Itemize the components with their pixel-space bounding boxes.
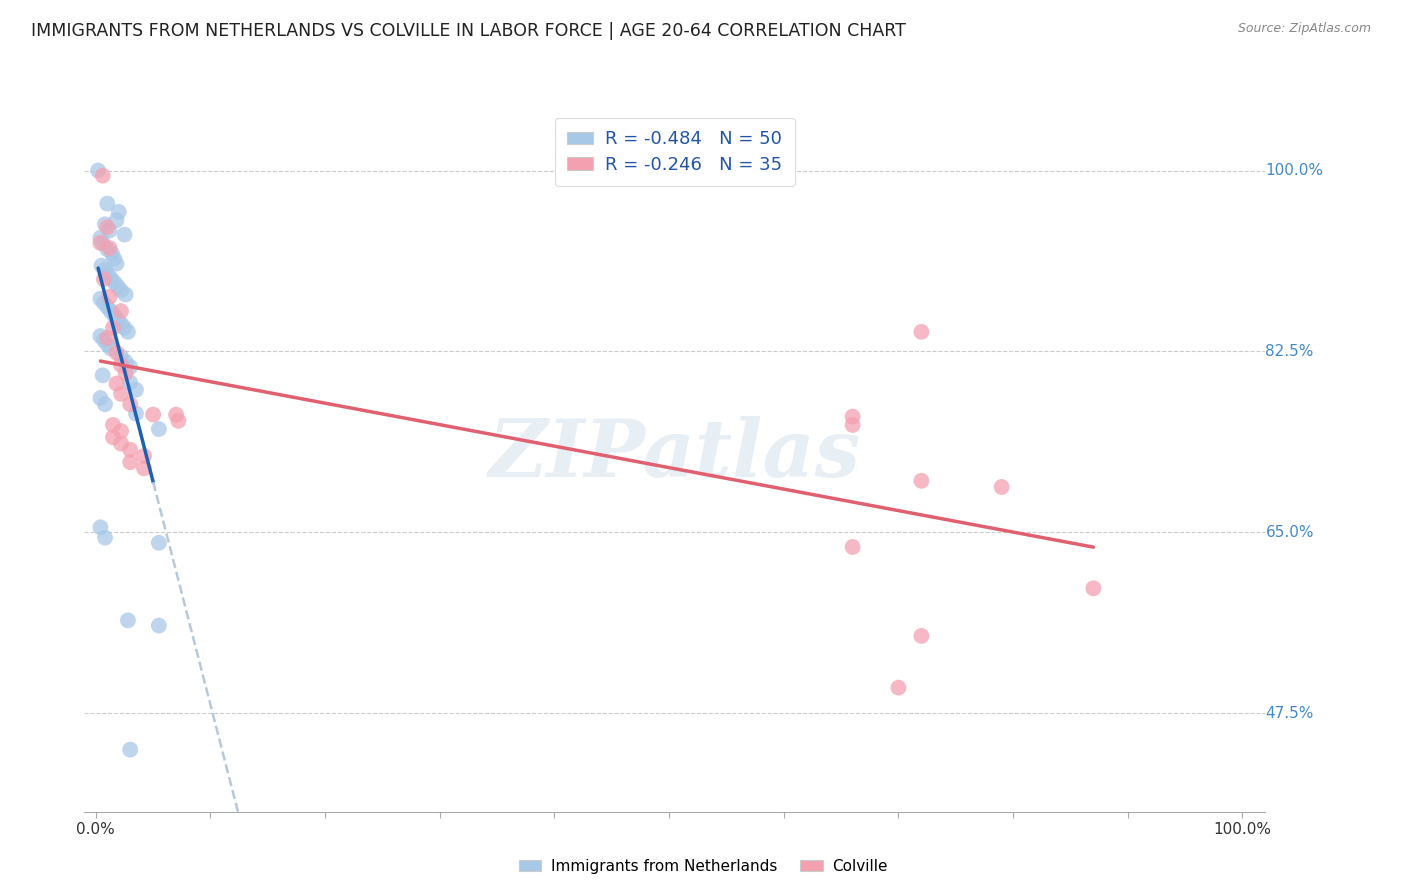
Point (98, 290, 121, 304)
Point (96, 242, 118, 256)
Point (107, 279, 129, 293)
Point (910, 474, 932, 488)
Point (89, 235, 111, 250)
Text: 82.5%: 82.5% (1265, 344, 1313, 359)
Text: 47.5%: 47.5% (1265, 706, 1313, 721)
Point (89, 231, 111, 245)
Point (105, 213, 128, 227)
Point (132, 461, 155, 475)
Point (148, 422, 170, 436)
Point (89, 391, 111, 405)
Point (120, 455, 142, 469)
Point (90, 259, 112, 273)
Point (148, 618, 170, 632)
Point (120, 397, 142, 411)
Point (101, 246, 124, 260)
Legend: Immigrants from Netherlands, Colville: Immigrants from Netherlands, Colville (512, 853, 894, 880)
Point (96, 196, 118, 211)
Point (114, 366, 136, 380)
Point (107, 205, 129, 219)
Point (94, 262, 117, 277)
Point (114, 320, 136, 334)
Point (114, 227, 136, 242)
Point (98, 223, 121, 237)
Point (96, 337, 118, 351)
Point (110, 436, 132, 450)
Point (100, 342, 122, 356)
Point (100, 304, 122, 318)
Point (91, 368, 114, 383)
Point (165, 408, 187, 422)
Point (117, 614, 139, 628)
Point (103, 308, 125, 322)
Point (841, 409, 863, 424)
Point (110, 304, 132, 318)
Point (841, 540, 863, 554)
Text: 65.0%: 65.0% (1265, 525, 1313, 540)
Point (142, 408, 165, 422)
Point (96, 300, 118, 314)
Point (93, 296, 115, 310)
Point (87, 163, 110, 178)
Point (114, 287, 136, 301)
Point (94, 531, 117, 545)
Point (1083, 582, 1105, 596)
Point (101, 320, 124, 334)
Point (110, 284, 132, 298)
Point (89, 329, 111, 343)
Text: ZIPatlas: ZIPatlas (489, 417, 860, 493)
Point (93, 272, 115, 286)
Point (117, 325, 139, 339)
Point (110, 350, 132, 364)
Text: IMMIGRANTS FROM NETHERLANDS VS COLVILLE IN LABOR FORCE | AGE 20-64 CORRELATION C: IMMIGRANTS FROM NETHERLANDS VS COLVILLE … (31, 22, 905, 40)
Point (103, 252, 125, 266)
Point (96, 220, 118, 235)
Legend: R = -0.484   N = 50, R = -0.246   N = 35: R = -0.484 N = 50, R = -0.246 N = 35 (555, 118, 794, 186)
Point (120, 742, 142, 756)
Point (98, 241, 121, 255)
Point (89, 520, 111, 534)
Point (107, 312, 129, 326)
Point (910, 629, 932, 643)
Point (105, 376, 128, 391)
Point (96, 267, 118, 281)
Point (103, 275, 125, 289)
Point (96, 331, 118, 345)
Point (91, 169, 114, 183)
Point (91, 235, 114, 250)
Point (110, 358, 132, 372)
Point (93, 333, 115, 347)
Text: Source: ZipAtlas.com: Source: ZipAtlas.com (1237, 22, 1371, 36)
Point (910, 325, 932, 339)
Point (887, 681, 910, 695)
Point (120, 376, 142, 390)
Point (990, 480, 1012, 494)
Point (110, 317, 132, 331)
Point (125, 383, 148, 397)
Point (120, 442, 142, 457)
Point (110, 387, 132, 401)
Point (120, 359, 142, 374)
Point (841, 417, 863, 432)
Point (89, 292, 111, 306)
Point (101, 430, 124, 444)
Point (114, 355, 136, 369)
Point (167, 414, 190, 428)
Point (148, 536, 170, 550)
Point (125, 407, 148, 421)
Point (94, 217, 117, 231)
Point (101, 417, 124, 432)
Point (105, 257, 128, 271)
Point (132, 449, 155, 463)
Point (110, 424, 132, 438)
Point (105, 345, 128, 359)
Text: 100.0%: 100.0% (1265, 163, 1323, 178)
Point (94, 397, 117, 411)
Point (100, 271, 122, 285)
